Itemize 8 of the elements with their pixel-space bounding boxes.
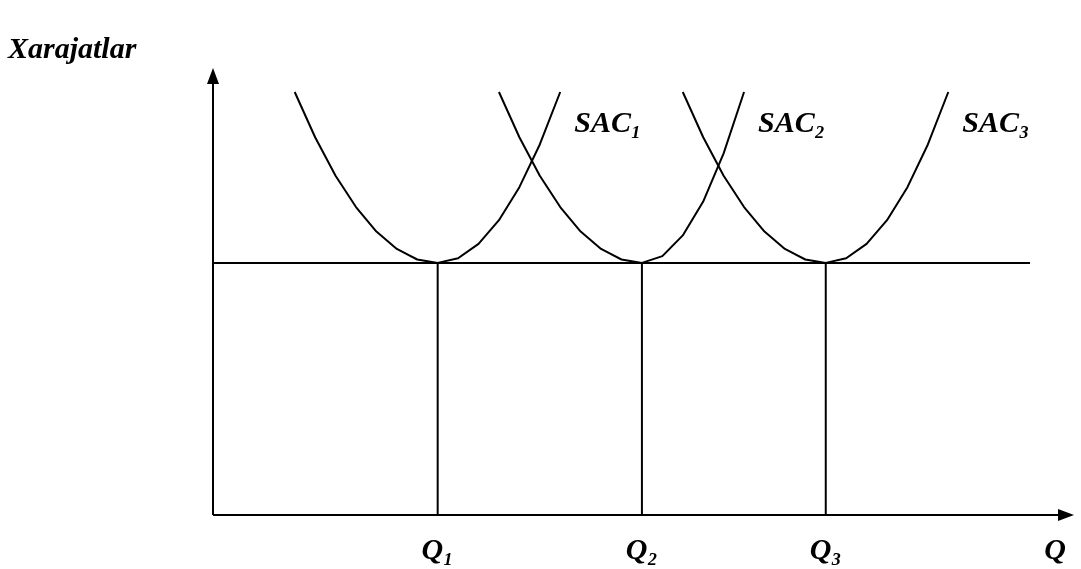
x-tick-label: Q₁ [421, 532, 454, 565]
x-tick-label: Q₃ [809, 532, 842, 565]
y-axis-title: Xarajatlar [7, 31, 137, 64]
series-label: SAC₃ [962, 105, 1030, 138]
series-label: SAC₁ [574, 105, 642, 138]
x-tick-label: Q₂ [625, 532, 658, 565]
series-label: SAC₂ [758, 105, 826, 138]
x-axis-title: Q [1044, 532, 1066, 565]
